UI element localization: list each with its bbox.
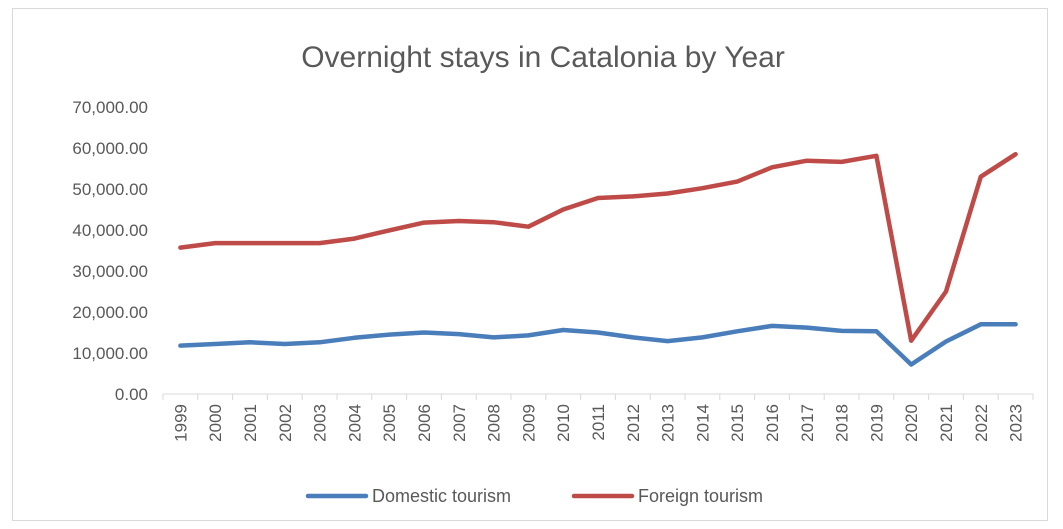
- x-tick-label: 2010: [554, 404, 573, 442]
- x-tick-label: 2011: [589, 404, 608, 441]
- y-tick-label: 20,000.00: [72, 303, 148, 322]
- x-tick-label: 2022: [972, 404, 991, 442]
- x-axis: 1999 2000 2001 2002 2003 2004 2005 2006 2007 2008…: [162, 394, 1034, 442]
- x-tick-label: 2021: [937, 404, 956, 442]
- x-tick-label: 2003: [311, 404, 330, 442]
- x-tick-label: 2009: [519, 404, 538, 442]
- series-line-foreign-tourism: [178, 151, 1018, 343]
- x-tick-label: 1999: [171, 404, 190, 442]
- x-tick-label: 2020: [902, 404, 921, 442]
- x-tick-label: 2006: [415, 404, 434, 442]
- x-tick-label: 2015: [728, 404, 747, 442]
- x-tick-label: 2001: [241, 404, 260, 442]
- x-tick-label: 2002: [276, 404, 295, 442]
- y-tick-label: 0.00: [115, 385, 148, 404]
- x-tick-label: 2005: [380, 404, 399, 442]
- x-tick-label: 2018: [833, 404, 852, 442]
- y-tick-label: 70,000.00: [72, 98, 148, 117]
- x-tick-label: 2016: [763, 404, 782, 442]
- series-line-domestic-tourism: [178, 322, 1018, 367]
- x-tick-label: 2014: [693, 404, 712, 442]
- legend-label: Domestic tourism: [372, 486, 511, 506]
- legend-label: Foreign tourism: [638, 486, 763, 506]
- y-tick-label: 10,000.00: [72, 344, 148, 363]
- y-tick-label: 40,000.00: [72, 221, 148, 240]
- x-tick-label: 2013: [659, 404, 678, 442]
- line-chart: Overnight stays in Catalonia by Year 0.0…: [72, 41, 1034, 506]
- x-tick-label: 2000: [206, 404, 225, 442]
- y-tick-label: 50,000.00: [72, 180, 148, 199]
- x-tick-label: 2004: [345, 404, 364, 442]
- y-tick-label: 30,000.00: [72, 262, 148, 281]
- legend-item: Foreign tourism: [571, 486, 763, 506]
- x-tick-label: 2008: [485, 404, 504, 442]
- legend: Domestic tourism Foreign tourism: [305, 486, 763, 506]
- x-tick-label: 2017: [798, 404, 817, 442]
- chart-title: Overnight stays in Catalonia by Year: [301, 41, 785, 74]
- y-axis: 0.00 10,000.00 20,000.00 30,000.00 40,000.00…: [72, 98, 148, 404]
- y-tick-label: 60,000.00: [72, 139, 148, 158]
- x-tick-label: 2023: [1007, 404, 1026, 442]
- legend-item: Domestic tourism: [305, 486, 511, 506]
- chart-frame: Overnight stays in Catalonia by Year 0.0…: [12, 8, 1048, 521]
- x-tick-label: 2007: [450, 404, 469, 442]
- x-tick-label: 2019: [867, 404, 886, 442]
- x-tick-label: 2012: [624, 404, 643, 442]
- series-lines: [178, 151, 1018, 367]
